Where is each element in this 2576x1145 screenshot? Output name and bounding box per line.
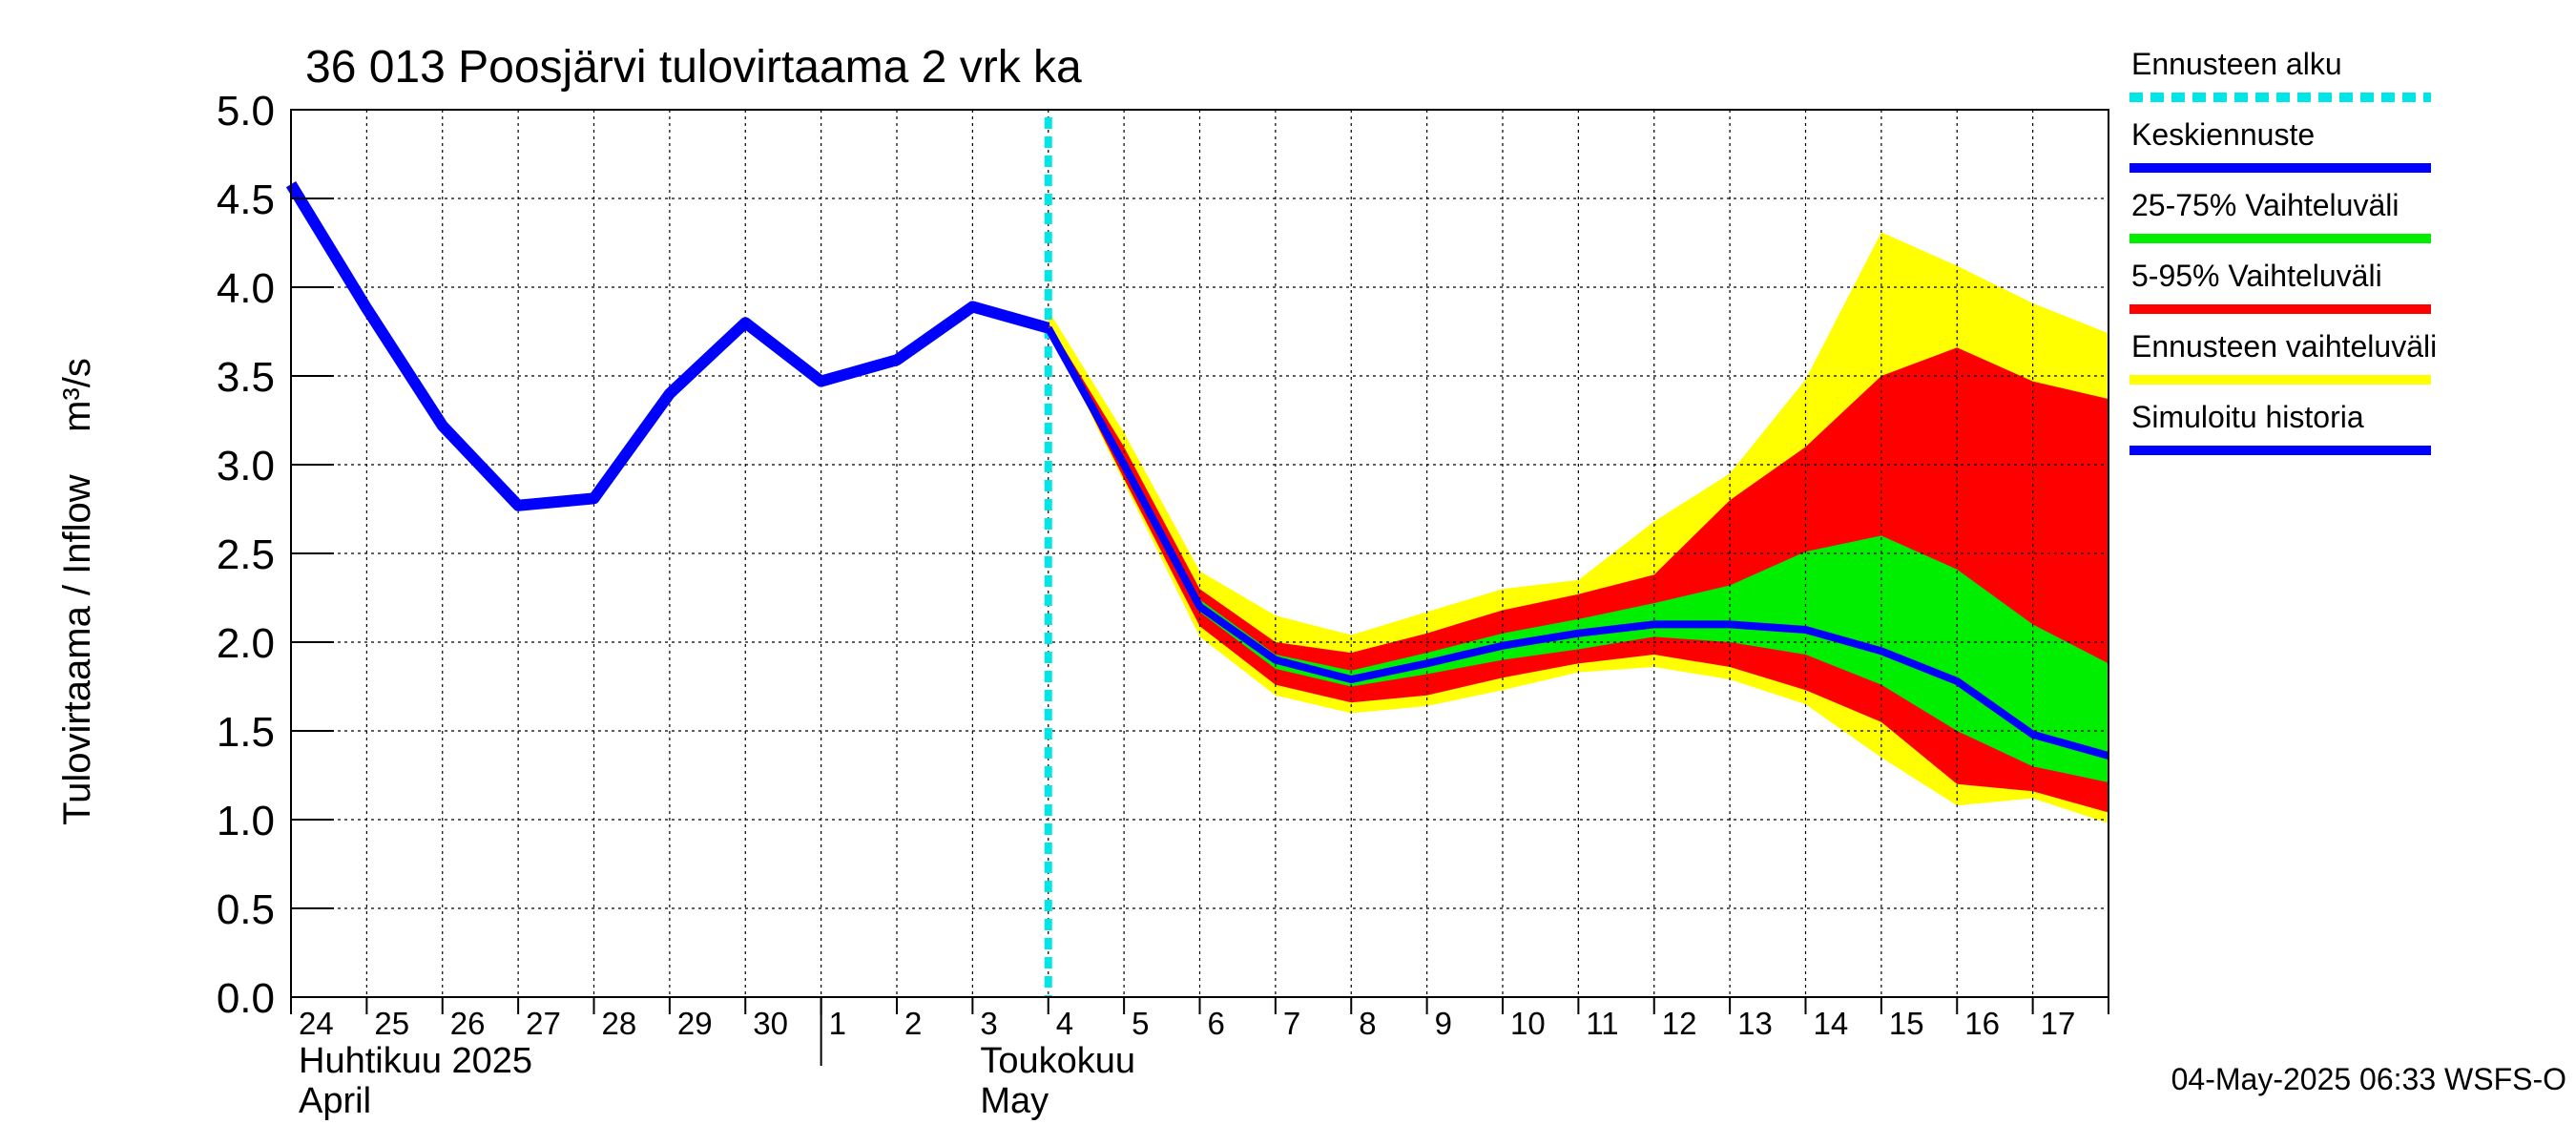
- x-tick-label: 5: [1132, 1006, 1149, 1041]
- x-tick-label: 3: [980, 1006, 997, 1041]
- x-tick-label: 12: [1662, 1006, 1697, 1041]
- month-label-en: May: [980, 1081, 1049, 1121]
- x-tick-label: 1: [829, 1006, 846, 1041]
- y-tick-label: 4.5: [217, 177, 275, 223]
- legend-label: 25-75% Vaihteluväli: [2131, 188, 2399, 222]
- x-tick-label: 6: [1208, 1006, 1225, 1041]
- y-tick-label: 3.5: [217, 354, 275, 401]
- x-tick-label: 14: [1814, 1006, 1849, 1041]
- y-tick-label: 1.0: [217, 798, 275, 844]
- x-tick-label: 27: [526, 1006, 561, 1041]
- x-tick-label: 9: [1435, 1006, 1452, 1041]
- y-tick-label: 2.0: [217, 620, 275, 667]
- x-tick-label: 2: [904, 1006, 922, 1041]
- month-label-en: April: [299, 1081, 371, 1121]
- y-tick-label: 3.0: [217, 443, 275, 489]
- legend: Ennusteen alku Keskiennuste 25-75% Vaihtel…: [2129, 47, 2437, 455]
- footer-timestamp: 04-May-2025 06:33 WSFS-O: [2171, 1062, 2566, 1096]
- y-axis-label: Tulovirtaama / Inflow m³/s: [56, 358, 98, 825]
- x-tick-label: 7: [1283, 1006, 1300, 1041]
- legend-label: Keskiennuste: [2131, 117, 2315, 152]
- x-tick-label: 25: [374, 1006, 409, 1041]
- series-lines: [285, 117, 2110, 997]
- history-line: [285, 180, 1050, 511]
- x-tick-label: 28: [602, 1006, 637, 1041]
- y-tick-label: 0.5: [217, 886, 275, 933]
- y-tick-label: 0.0: [217, 975, 275, 1022]
- y-tick-label: 1.5: [217, 709, 275, 756]
- x-tick-label: 24: [299, 1006, 334, 1041]
- x-tick-label: 26: [450, 1006, 486, 1041]
- chart-title: 36 013 Poosjärvi tulovirtaama 2 vrk ka: [305, 42, 1082, 93]
- grid-lines: [291, 110, 2109, 997]
- x-tick-label: 17: [2041, 1006, 2076, 1041]
- x-tick-label: 11: [1586, 1006, 1618, 1041]
- x-tick-label: 8: [1359, 1006, 1376, 1041]
- x-tick-label: 10: [1510, 1006, 1546, 1041]
- legend-label: Ennusteen alku: [2131, 47, 2342, 81]
- x-tick-label: 4: [1056, 1006, 1073, 1041]
- x-axis: 24 25 26 27 28 29 30 1 2 3 4 5 6 7 8 9 10 11 12 13 14 15 16 17H…: [290, 997, 2109, 1121]
- y-axis: 0.0 0.5 1.0 1.5 2.0 2.5 3.0 3.5 4.0 4.5 5.0: [217, 88, 334, 1022]
- x-tick-label: 16: [1964, 1006, 2000, 1041]
- median-forecast-line: [1045, 325, 2110, 760]
- legend-label: 5-95% Vaihteluväli: [2131, 259, 2382, 293]
- month-label-fi: Toukokuu: [980, 1041, 1135, 1081]
- x-tick-label: 29: [677, 1006, 713, 1041]
- x-tick-label: 15: [1889, 1006, 1924, 1041]
- legend-label: Ennusteen vaihteluväli: [2131, 329, 2437, 364]
- forecast-bands: [1048, 232, 2109, 823]
- x-tick-label: 13: [1737, 1006, 1773, 1041]
- month-label-fi: Huhtikuu 2025: [299, 1041, 532, 1081]
- band-5-95: [1048, 323, 2109, 813]
- legend-label: Simuloitu historia: [2131, 400, 2364, 434]
- y-tick-label: 5.0: [217, 88, 275, 135]
- x-tick-label: 30: [753, 1006, 788, 1041]
- y-tick-label: 4.0: [217, 265, 275, 312]
- y-tick-label: 2.5: [217, 531, 275, 578]
